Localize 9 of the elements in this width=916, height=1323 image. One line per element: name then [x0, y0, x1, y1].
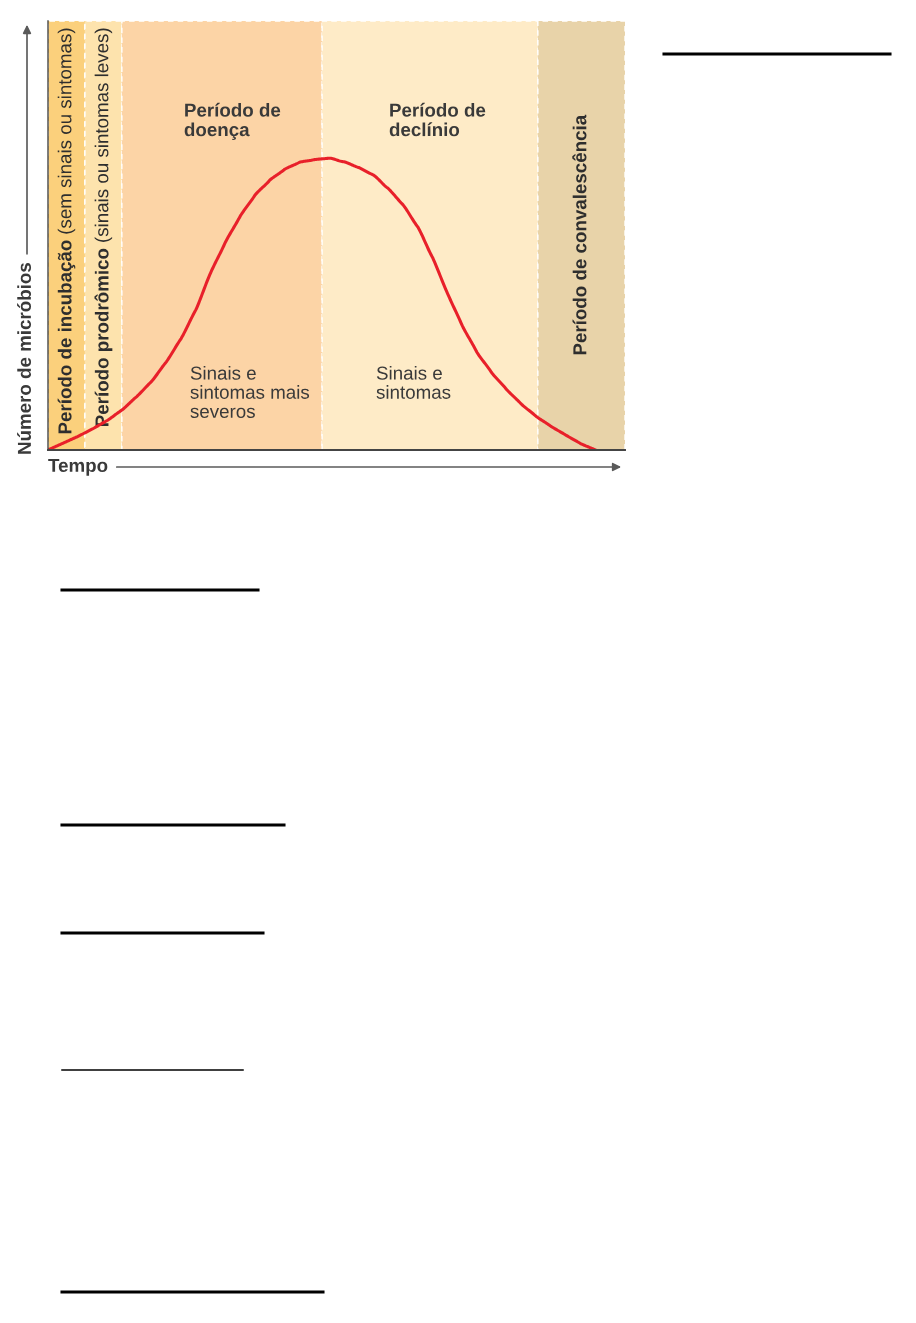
annotation: Período de convalescência — [572, 114, 587, 355]
annotation: Sinais e sintomas mais severos — [190, 366, 310, 418]
text: Período de declínio — [389, 102, 486, 137]
annotation: Período prodrômico (sinais ou sintomas leves) — [94, 28, 113, 426]
y-axis-title: Número de micróbios — [17, 263, 32, 454]
annotation: Período de incubação (sem sinais ou sintomas) — [57, 28, 76, 434]
annotation: Sinais e sintomas — [376, 366, 451, 399]
text: Período de doença — [184, 102, 281, 140]
x-axis-title: Tempo — [48, 458, 108, 476]
